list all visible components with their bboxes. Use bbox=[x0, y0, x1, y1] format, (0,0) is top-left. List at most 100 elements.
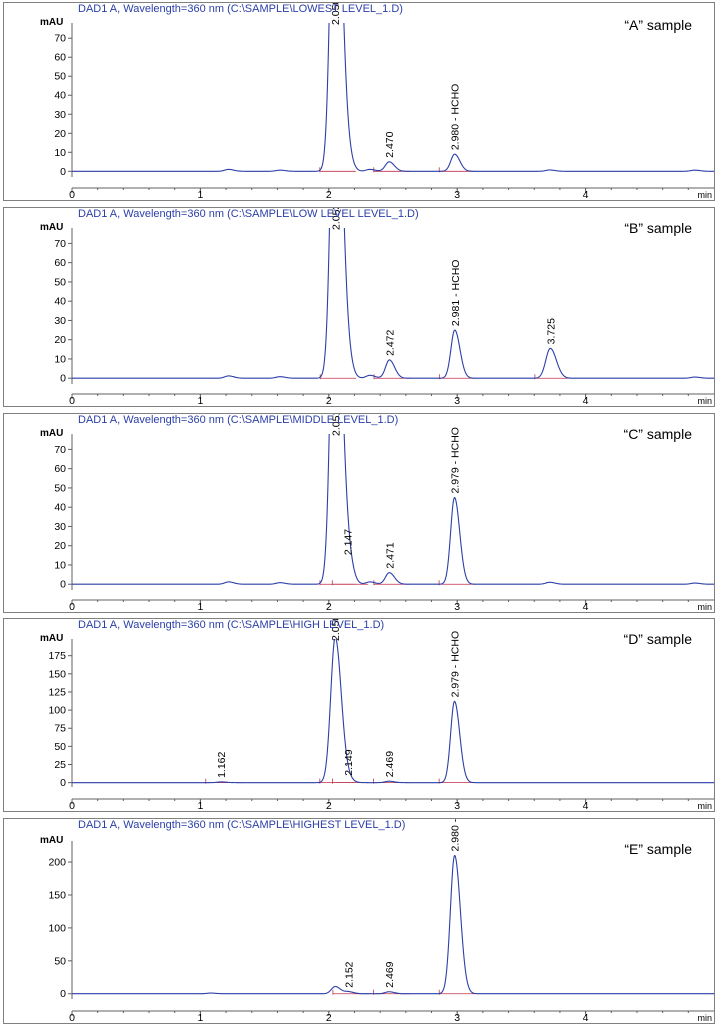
y-axis-label: mAU bbox=[40, 17, 63, 28]
x-tick-label: 1 bbox=[197, 601, 203, 612]
x-tick-label: 4 bbox=[583, 189, 589, 200]
peak-label: 2.050 bbox=[330, 619, 342, 641]
y-tick-label: 20 bbox=[54, 334, 66, 346]
x-axis-unit-label: min bbox=[697, 1013, 712, 1023]
y-tick-label: 70 bbox=[54, 33, 66, 45]
peak-label: 2.152 bbox=[343, 961, 355, 987]
peak-label: 2.471 bbox=[384, 542, 396, 568]
y-tick-label: 40 bbox=[54, 90, 66, 102]
chromatogram-trace-a bbox=[72, 23, 714, 172]
peak-label: 2.147 bbox=[343, 529, 355, 555]
y-tick-label: 50 bbox=[54, 276, 66, 288]
chromatogram-panel-d: mAU 0 25 50 75 100 125 150 175 0 1 2 3 4 min 2.050 2.149… bbox=[3, 618, 715, 812]
chromatogram-plot-d: mAU 0 25 50 75 100 125 150 175 0 1 2 3 4 min 2.050 2.149… bbox=[40, 619, 714, 811]
x-axis-unit-label: min bbox=[697, 801, 712, 811]
y-tick-label: 50 bbox=[54, 741, 66, 753]
peak-label: 2.149 bbox=[343, 749, 355, 775]
peak-label: 2.979 - HCHO bbox=[450, 631, 462, 698]
y-axis-label: mAU bbox=[40, 835, 63, 846]
peak-label: 2.051 bbox=[330, 414, 342, 436]
y-tick-label: 75 bbox=[54, 723, 66, 735]
y-tick-label: 40 bbox=[54, 296, 66, 308]
y-tick-label: 10 bbox=[54, 147, 66, 159]
chromatogram-panel-c: mAU 0 10 20 30 40 50 60 70 0 1 2 3 4 min 2.051 2.147 2.47… bbox=[3, 413, 715, 613]
panel-e-header: DAD1 A, Wavelength=360 nm (C:\SAMPLE\HIG… bbox=[78, 819, 406, 831]
y-tick-label: 175 bbox=[48, 650, 66, 662]
chromatogram-trace-d bbox=[72, 639, 714, 784]
chromatogram-plot-e: mAU 0 50 100 150 200 0 1 2 3 4 min 2.980 - HCHO 2.152… bbox=[40, 819, 714, 1023]
peak-label: 2.050 bbox=[330, 3, 342, 25]
x-tick-label: 1 bbox=[197, 189, 203, 200]
y-axis-label: mAU bbox=[40, 428, 63, 439]
y-tick-label: 60 bbox=[54, 257, 66, 269]
panel-a-header: DAD1 A, Wavelength=360 nm (C:\SAMPLE\LOW… bbox=[78, 3, 403, 15]
y-tick-label: 0 bbox=[60, 579, 66, 591]
y-tick-label: 25 bbox=[54, 759, 66, 771]
y-tick-label: 60 bbox=[54, 463, 66, 475]
y-tick-label: 100 bbox=[48, 705, 66, 717]
chromatogram-trace-b bbox=[72, 228, 714, 379]
y-axis-label: mAU bbox=[40, 222, 63, 233]
y-tick-label: 10 bbox=[54, 353, 66, 365]
y-tick-label: 10 bbox=[54, 559, 66, 571]
panel-d-header: DAD1 A, Wavelength=360 nm (C:\SAMPLE\HIG… bbox=[78, 619, 385, 631]
y-tick-label: 30 bbox=[54, 315, 66, 327]
peak-label: 2.053 bbox=[331, 208, 343, 230]
x-tick-label: 3 bbox=[454, 189, 460, 200]
panel-a-sample-label: “A” sample bbox=[624, 17, 692, 33]
x-tick-label: 0 bbox=[69, 395, 75, 406]
y-tick-label: 70 bbox=[54, 238, 66, 250]
x-tick-label: 3 bbox=[454, 601, 460, 612]
y-tick-label: 100 bbox=[48, 922, 66, 934]
x-tick-label: 2 bbox=[326, 189, 332, 200]
x-tick-label: 3 bbox=[454, 800, 460, 811]
x-tick-label: 4 bbox=[583, 1012, 589, 1023]
peak-label: 2.472 bbox=[384, 329, 396, 355]
y-axis-label: mAU bbox=[40, 633, 63, 644]
y-tick-label: 200 bbox=[48, 857, 66, 869]
y-tick-label: 60 bbox=[54, 52, 66, 64]
y-tick-label: 50 bbox=[54, 71, 66, 83]
y-tick-label: 0 bbox=[60, 777, 66, 789]
x-tick-label: 0 bbox=[69, 1012, 75, 1023]
y-tick-label: 0 bbox=[60, 166, 66, 178]
y-tick-label: 70 bbox=[54, 444, 66, 456]
x-tick-label: 3 bbox=[454, 395, 460, 406]
chromatogram-panel-a: mAU 0 10 20 30 40 50 60 70 0 1 2 3 4 min 2.050 2.470 2.98… bbox=[3, 2, 715, 201]
x-tick-label: 4 bbox=[583, 601, 589, 612]
y-tick-label: 20 bbox=[54, 540, 66, 552]
y-tick-label: 150 bbox=[48, 889, 66, 901]
chromatogram-plot-c: mAU 0 10 20 30 40 50 60 70 0 1 2 3 4 min 2.051 2.147 2.47… bbox=[40, 414, 714, 612]
panel-e-sample-label: “E” sample bbox=[624, 841, 692, 857]
peak-label: 2.470 bbox=[384, 131, 396, 157]
panel-c-sample-label: “C” sample bbox=[623, 426, 692, 442]
panel-b-header: DAD1 A, Wavelength=360 nm (C:\SAMPLE\LOW… bbox=[78, 208, 419, 220]
x-axis-unit-label: min bbox=[697, 602, 712, 612]
x-axis-unit-label: min bbox=[697, 190, 712, 200]
x-tick-label: 0 bbox=[69, 800, 75, 811]
x-tick-label: 2 bbox=[326, 800, 332, 811]
x-tick-label: 0 bbox=[69, 601, 75, 612]
chromatogram-plot-a: mAU 0 10 20 30 40 50 60 70 0 1 2 3 4 min 2.050 2.470 2.98… bbox=[40, 3, 714, 200]
x-axis-unit-label: min bbox=[697, 396, 712, 406]
y-tick-label: 20 bbox=[54, 128, 66, 140]
chromatogram-panel-b: mAU 0 10 20 30 40 50 60 70 0 1 2 3 4 min 2.053 2.472 2.98… bbox=[3, 207, 715, 407]
y-tick-label: 50 bbox=[54, 482, 66, 494]
x-tick-label: 2 bbox=[326, 601, 332, 612]
peak-label: 2.980 - HCHO bbox=[450, 84, 462, 151]
y-tick-label: 125 bbox=[48, 686, 66, 698]
y-tick-label: 30 bbox=[54, 109, 66, 121]
y-tick-label: 0 bbox=[60, 988, 66, 1000]
peak-label: 2.981 - HCHO bbox=[450, 260, 462, 327]
y-tick-label: 150 bbox=[48, 668, 66, 680]
peak-label: 2.469 bbox=[384, 961, 396, 987]
peak-label: 2.979 - HCHO bbox=[450, 427, 462, 494]
y-tick-label: 40 bbox=[54, 502, 66, 514]
chromatogram-panel-e: mAU 0 50 100 150 200 0 1 2 3 4 min 2.980 - HCHO 2.152… bbox=[3, 818, 715, 1024]
x-tick-label: 2 bbox=[326, 1012, 332, 1023]
peak-label: 1.162 bbox=[216, 751, 228, 777]
x-tick-label: 4 bbox=[583, 800, 589, 811]
x-tick-label: 4 bbox=[583, 395, 589, 406]
y-tick-label: 30 bbox=[54, 521, 66, 533]
peak-label: 2.469 bbox=[384, 751, 396, 777]
